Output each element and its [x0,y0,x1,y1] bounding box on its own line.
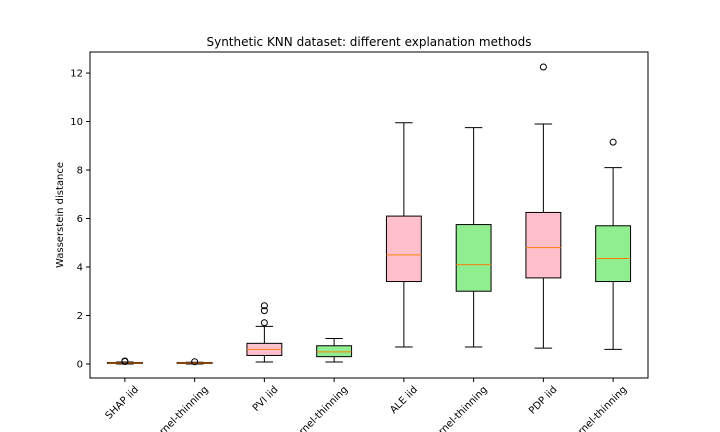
x-tick-label: PDP iid [527,384,559,416]
x-tick-label: SHAP kernel-thinning [128,384,210,432]
box [455,224,492,292]
y-tick-label: 4 [77,262,83,273]
y-tick-label: 12 [70,69,83,80]
y-axis-label: Wasserstein distance [55,162,66,268]
plot-frame [89,51,649,379]
flier [539,63,547,71]
flier [260,302,268,310]
x-tick-label: PVI iid [251,384,281,414]
box [316,345,353,358]
x-tick-label: ALE kernel-thinning [413,384,490,432]
flier [191,358,199,366]
x-tick-label: PDP kernel-thinning [552,384,629,432]
box [525,211,562,279]
flier [260,319,268,327]
y-tick-label: 8 [77,166,83,177]
flier [121,357,129,365]
x-tick-label: SHAP iid [104,384,141,421]
flier [609,138,617,146]
y-tick-label: 2 [77,311,83,322]
y-tick-label: 10 [70,117,83,128]
box [385,215,422,283]
box [595,225,632,283]
chart-title: Synthetic KNN dataset: different explana… [206,35,531,49]
y-tick-label: 0 [77,359,83,370]
flier [260,307,268,315]
x-tick-label: ALE iid [388,384,420,416]
y-tick-label: 6 [77,214,83,225]
x-tick-label: PVI kernel-thinning [276,384,351,432]
